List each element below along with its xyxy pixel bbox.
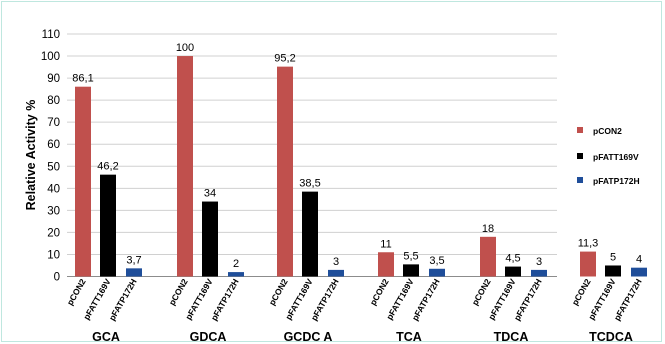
category-label: TCA: [396, 330, 422, 344]
data-label: 4: [636, 254, 642, 266]
data-label: 38,5: [299, 178, 320, 190]
legend-swatch: [577, 127, 583, 133]
bar-pFATT169V: [505, 266, 521, 277]
data-label: 2: [233, 258, 239, 270]
bar-pFATT169V: [202, 201, 218, 277]
legend-label: pCON2: [593, 126, 622, 136]
x-series-label: pCON2: [65, 277, 88, 307]
y-tick-label: 0: [54, 272, 60, 284]
bar-pFATP172H: [126, 268, 142, 277]
y-tick-label: 80: [47, 95, 60, 107]
y-tick-label: 60: [47, 139, 60, 151]
data-label: 34: [204, 188, 216, 200]
bar-pCON2: [480, 236, 496, 277]
bar-pFATP172H: [631, 267, 647, 277]
bar-pFATT169V: [403, 264, 419, 277]
y-tick-label: 70: [47, 117, 60, 129]
bar-pFATP172H: [328, 269, 344, 277]
bar-pFATT169V: [100, 174, 116, 277]
category-label: GCA: [92, 330, 120, 344]
x-series-label: pCON2: [368, 277, 391, 307]
bar-pFATP172H: [429, 268, 445, 277]
bar-pCON2: [580, 251, 596, 277]
data-label: 18: [482, 223, 494, 235]
y-tick-label: 90: [47, 73, 60, 85]
data-label: 46,2: [97, 161, 118, 173]
x-series-label: pCON2: [267, 277, 290, 307]
bar-pFATT169V: [605, 265, 621, 277]
category-label: GCDC A: [284, 330, 333, 344]
y-tick-label: 110: [42, 29, 60, 41]
category-label: GDCA: [190, 330, 227, 344]
data-label: 95,2: [274, 53, 295, 65]
y-axis-title: Relative Activity %: [24, 100, 38, 211]
data-label: 5,5: [403, 250, 418, 262]
y-tick-label: 30: [47, 205, 60, 217]
category-label: TCDCA: [589, 330, 633, 344]
bar-pFATP172H: [531, 269, 547, 277]
legend-swatch: [577, 153, 583, 159]
category-label: TDCA: [494, 330, 529, 344]
data-label: 100: [176, 42, 194, 54]
legend-label: pFATT169V: [593, 152, 639, 162]
data-label: 3: [333, 256, 339, 268]
bar-pCON2: [378, 252, 394, 277]
data-label: 11: [380, 238, 391, 250]
legend-swatch: [577, 177, 583, 183]
data-label: 86,1: [72, 73, 93, 85]
data-label: 3: [536, 256, 542, 268]
y-tick-label: 20: [47, 227, 60, 239]
bar-pCON2: [75, 86, 91, 277]
data-label: 3,5: [429, 255, 444, 267]
bar-pFATT169V: [302, 191, 318, 277]
x-series-label: pCON2: [470, 277, 493, 307]
data-label: 4,5: [505, 253, 520, 265]
bar-pCON2: [177, 56, 193, 277]
bar-pFATP172H: [228, 272, 244, 277]
x-series-label: pCON2: [167, 277, 190, 307]
data-label: 5: [610, 251, 616, 263]
y-tick-label: 50: [47, 161, 60, 173]
bar-pCON2: [277, 66, 293, 277]
y-tick-label: 10: [47, 249, 60, 261]
y-tick-label: 100: [41, 51, 60, 63]
data-label: 11,3: [578, 238, 599, 250]
data-label: 3,7: [126, 254, 141, 266]
legend-label: pFATP172H: [593, 176, 640, 186]
x-series-label: pCON2: [570, 277, 593, 307]
y-tick-label: 40: [47, 183, 60, 195]
